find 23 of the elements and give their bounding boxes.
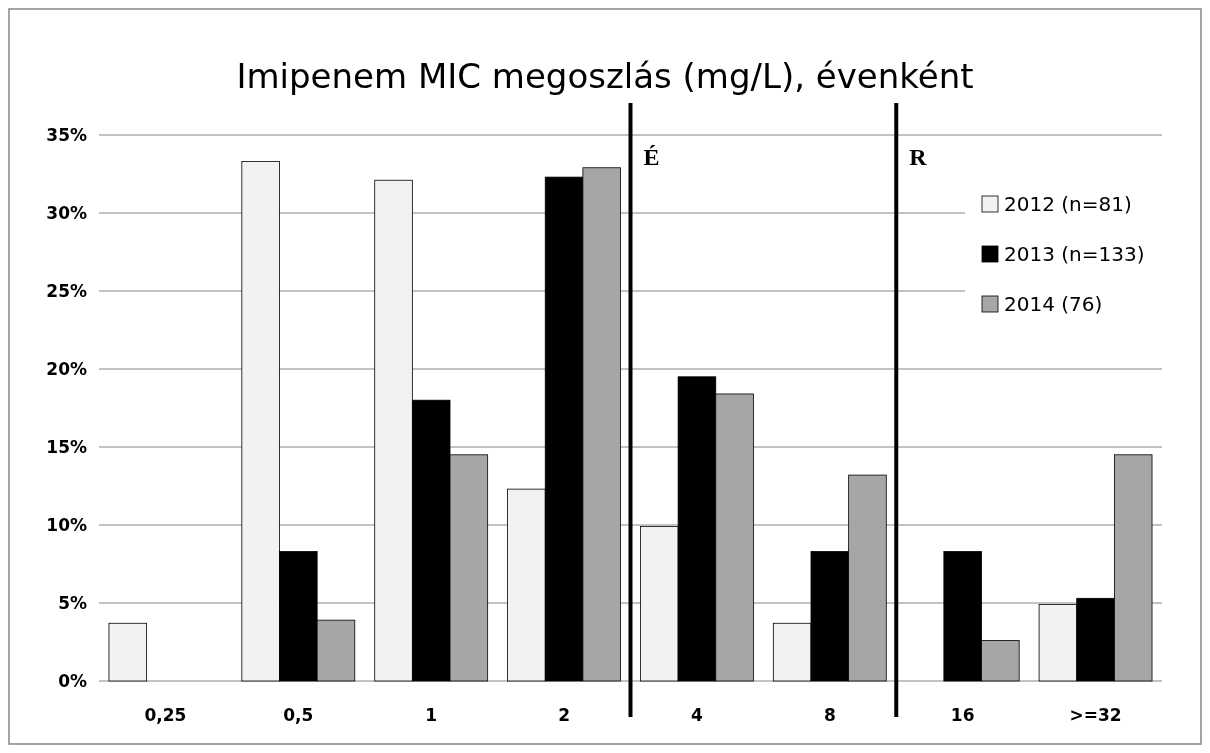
y-tick-label: 15% <box>46 436 87 457</box>
bar <box>108 622 148 682</box>
y-tick-label: 35% <box>46 124 87 145</box>
annotation: É <box>643 144 660 170</box>
x-tick-label: >=32 <box>1069 705 1122 725</box>
x-tick-label: 0,5 <box>283 705 314 725</box>
annotation: R <box>909 144 928 170</box>
y-tick-label: 0% <box>58 670 87 691</box>
y-tick-label: 20% <box>46 358 87 379</box>
legend-label: 2013 (n=133) <box>1004 242 1145 266</box>
y-tick-label: 5% <box>58 592 87 613</box>
x-tick-label: 2 <box>558 705 570 725</box>
y-tick-label: 25% <box>46 280 87 301</box>
x-tick-label: 1 <box>425 705 438 725</box>
x-tick-label: 0,25 <box>144 705 187 725</box>
chart-title: Imipenem MIC megoszlás (mg/L), évenként <box>236 56 974 96</box>
x-tick-label: 16 <box>950 705 975 725</box>
x-tick-label: 8 <box>823 705 836 725</box>
x-tick-label: 4 <box>691 705 704 725</box>
legend-label: 2012 (n=81) <box>1004 192 1132 216</box>
y-tick-label: 10% <box>46 514 87 535</box>
legend-label: 2014 (76) <box>1004 292 1103 316</box>
y-tick-label: 30% <box>46 202 87 223</box>
